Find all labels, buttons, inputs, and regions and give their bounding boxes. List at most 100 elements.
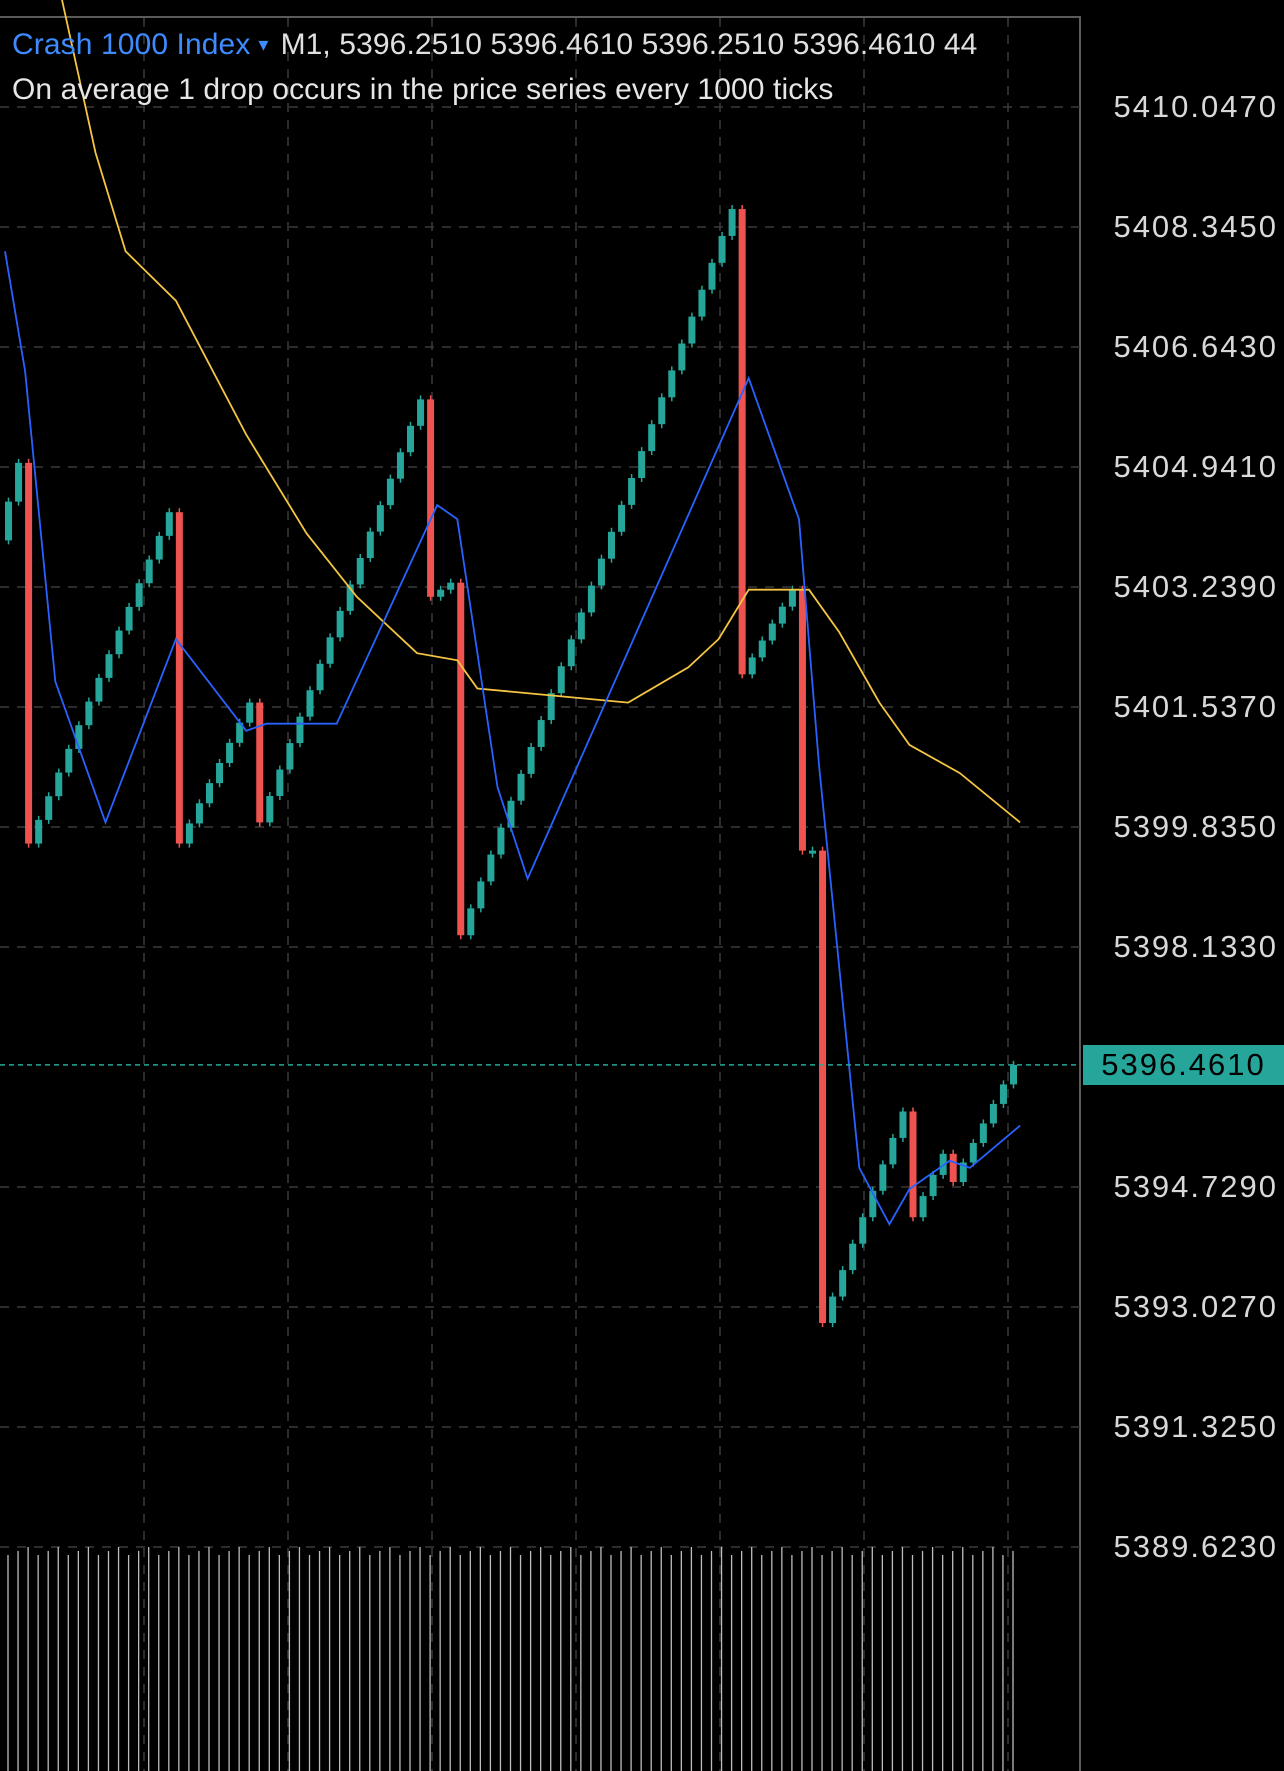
bear-candle[interactable]	[256, 702, 264, 823]
bull-candle[interactable]	[346, 584, 354, 611]
bull-candle[interactable]	[899, 1111, 907, 1138]
bull-candle[interactable]	[407, 425, 414, 453]
bull-candle[interactable]	[1010, 1064, 1017, 1085]
bull-candle[interactable]	[55, 772, 63, 797]
bull-candle[interactable]	[527, 746, 535, 774]
bull-candle[interactable]	[437, 589, 445, 597]
symbol-name[interactable]: Crash 1000 Index	[12, 28, 251, 61]
bull-candle[interactable]	[979, 1123, 987, 1143]
bull-candle[interactable]	[638, 451, 646, 478]
bear-candle[interactable]	[819, 850, 827, 1324]
bull-candle[interactable]	[206, 783, 213, 804]
bull-candle[interactable]	[557, 666, 565, 694]
symbol-dropdown-icon[interactable]: ▾	[258, 34, 269, 56]
bull-candle[interactable]	[969, 1142, 977, 1163]
bull-candle[interactable]	[306, 690, 314, 717]
bull-candle[interactable]	[929, 1174, 937, 1197]
bull-candle[interactable]	[497, 827, 505, 855]
bull-candle[interactable]	[145, 559, 153, 584]
bear-candle[interactable]	[457, 582, 465, 936]
bull-candle[interactable]	[226, 742, 234, 763]
bull-candle[interactable]	[45, 796, 53, 820]
bull-candle[interactable]	[959, 1162, 967, 1182]
bull-candle[interactable]	[165, 512, 173, 536]
bull-candle[interactable]	[266, 795, 274, 823]
bull-candle[interactable]	[688, 316, 696, 344]
bear-candle[interactable]	[427, 399, 435, 597]
bull-candle[interactable]	[768, 623, 776, 641]
bull-candle[interactable]	[648, 424, 656, 452]
bull-candle[interactable]	[356, 558, 364, 585]
bear-candle[interactable]	[738, 209, 746, 675]
bull-candle[interactable]	[678, 343, 686, 371]
bull-candle[interactable]	[185, 823, 193, 844]
bull-candle[interactable]	[105, 654, 113, 678]
bull-candle[interactable]	[829, 1296, 837, 1324]
bear-candle[interactable]	[949, 1153, 957, 1182]
bull-candle[interactable]	[246, 702, 254, 723]
bull-candle[interactable]	[698, 289, 706, 317]
bull-candle[interactable]	[376, 505, 384, 532]
bull-candle[interactable]	[65, 748, 73, 773]
bull-candle[interactable]	[477, 881, 485, 909]
bull-candle[interactable]	[396, 452, 404, 479]
bull-candle[interactable]	[296, 716, 304, 744]
bull-candle[interactable]	[236, 722, 244, 743]
bull-candle[interactable]	[276, 769, 284, 796]
bull-candle[interactable]	[658, 397, 666, 425]
bull-candle[interactable]	[417, 399, 425, 426]
bull-candle[interactable]	[587, 585, 595, 613]
bull-candle[interactable]	[216, 762, 224, 784]
bull-candle[interactable]	[517, 773, 525, 801]
bear-candle[interactable]	[175, 512, 183, 844]
bull-candle[interactable]	[547, 693, 555, 721]
bull-candle[interactable]	[5, 501, 12, 541]
bull-candle[interactable]	[809, 850, 816, 854]
bull-candle[interactable]	[95, 677, 103, 702]
bull-candle[interactable]	[708, 262, 716, 290]
bull-candle[interactable]	[316, 663, 324, 691]
bull-candle[interactable]	[286, 743, 294, 770]
bull-candle[interactable]	[758, 640, 766, 658]
bull-candle[interactable]	[507, 800, 515, 828]
bear-candle[interactable]	[909, 1111, 917, 1218]
bull-candle[interactable]	[728, 209, 736, 236]
bull-candle[interactable]	[919, 1196, 927, 1218]
bull-candle[interactable]	[336, 610, 344, 638]
bull-candle[interactable]	[537, 720, 545, 747]
bull-candle[interactable]	[849, 1243, 857, 1271]
bear-candle[interactable]	[25, 462, 33, 844]
bull-candle[interactable]	[15, 462, 23, 502]
bull-candle[interactable]	[608, 531, 615, 559]
bull-candle[interactable]	[386, 478, 394, 506]
bull-candle[interactable]	[869, 1190, 877, 1218]
bull-candle[interactable]	[839, 1270, 847, 1297]
bull-candle[interactable]	[859, 1217, 867, 1244]
bull-candle[interactable]	[879, 1164, 887, 1191]
bull-candle[interactable]	[326, 637, 334, 664]
bull-candle[interactable]	[155, 535, 163, 560]
bull-candle[interactable]	[989, 1103, 997, 1124]
bull-candle[interactable]	[366, 531, 374, 559]
bull-candle[interactable]	[597, 558, 605, 586]
bull-candle[interactable]	[577, 612, 585, 640]
bull-candle[interactable]	[115, 630, 123, 655]
bull-candle[interactable]	[447, 582, 455, 590]
bull-candle[interactable]	[75, 725, 83, 749]
bull-candle[interactable]	[628, 477, 636, 505]
bull-candle[interactable]	[125, 606, 133, 631]
bull-candle[interactable]	[567, 639, 575, 667]
bull-candle[interactable]	[467, 908, 475, 936]
bull-candle[interactable]	[718, 235, 726, 263]
bull-candle[interactable]	[778, 606, 786, 624]
bull-candle[interactable]	[85, 701, 93, 726]
bear-candle[interactable]	[798, 589, 806, 851]
bull-candle[interactable]	[487, 854, 495, 882]
bull-candle[interactable]	[788, 589, 796, 607]
bull-candle[interactable]	[889, 1137, 897, 1165]
bull-candle[interactable]	[748, 657, 756, 675]
bull-candle[interactable]	[135, 583, 143, 607]
bull-candle[interactable]	[668, 370, 676, 398]
